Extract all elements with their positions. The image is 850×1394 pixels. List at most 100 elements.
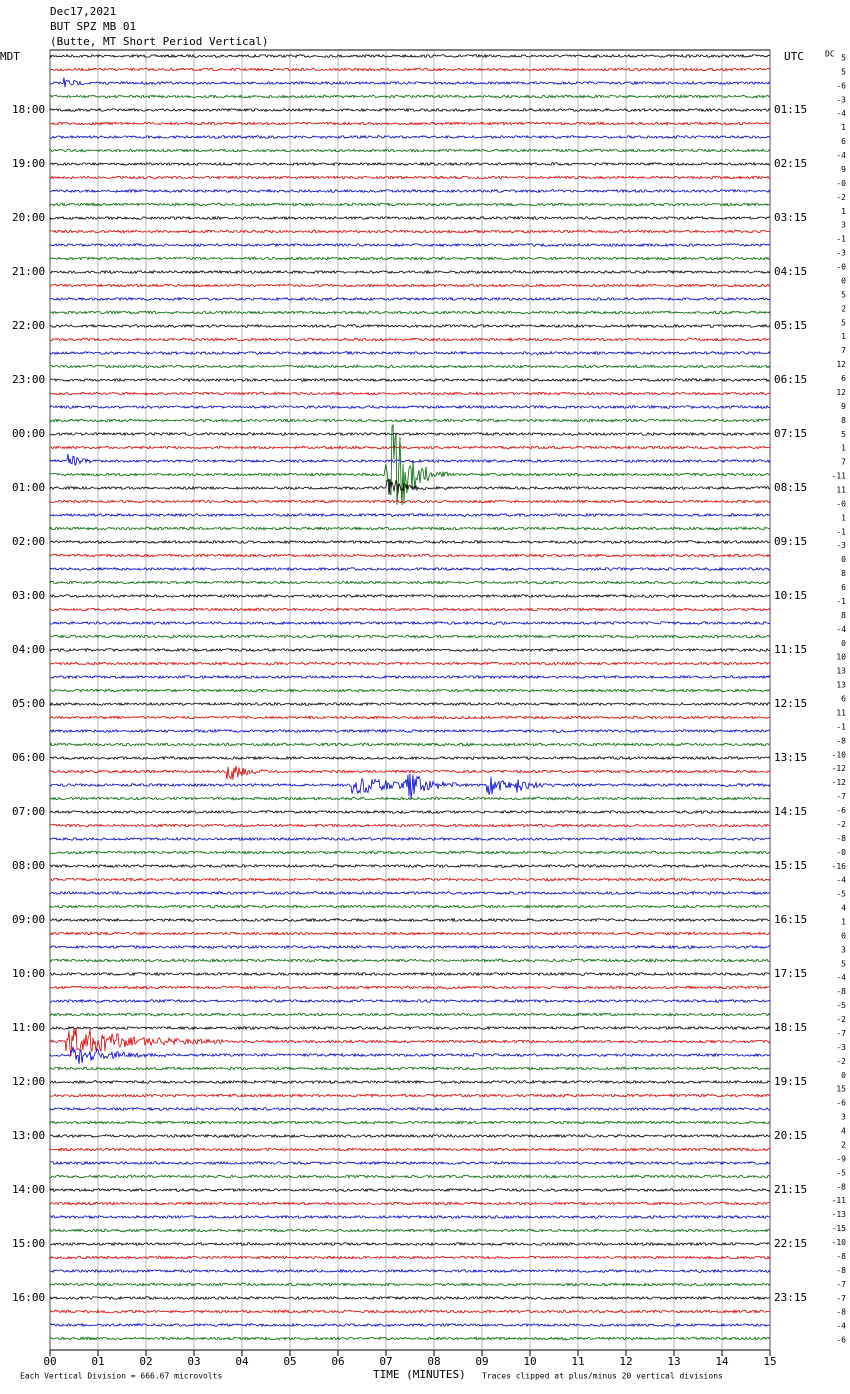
left-title: MDT — [0, 50, 20, 63]
x-tick-label: 00 — [43, 1355, 56, 1368]
utc-label: 19:15 — [774, 1075, 807, 1088]
dc-value: -6 — [836, 1336, 846, 1345]
dc-value: -5 — [836, 890, 846, 899]
trace — [49, 269, 771, 275]
trace — [49, 580, 771, 585]
trace — [49, 701, 771, 707]
trace — [49, 296, 771, 302]
dc-value: 5 — [841, 318, 846, 327]
dc-value: -6 — [836, 806, 846, 815]
utc-label: 08:15 — [774, 481, 807, 494]
trace — [49, 1282, 771, 1287]
x-tick-label: 05 — [283, 1355, 296, 1368]
utc-label: 11:15 — [774, 643, 807, 656]
dc-value: -0 — [836, 848, 846, 857]
trace — [49, 478, 771, 495]
dc-value: -4 — [836, 109, 846, 118]
trace — [49, 242, 771, 248]
utc-label: 16:15 — [774, 913, 807, 926]
right-title: UTC — [784, 50, 804, 63]
x-tick-label: 01 — [91, 1355, 104, 1368]
dc-value: -5 — [836, 1001, 846, 1010]
mdt-label: 01:00 — [12, 481, 45, 494]
trace — [49, 1309, 771, 1314]
mdt-label: 03:00 — [12, 589, 45, 602]
trace — [50, 796, 771, 801]
dc-value: 8 — [841, 611, 846, 620]
dc-value: -4 — [836, 625, 846, 634]
trace — [49, 863, 771, 869]
dc-value: 1 — [841, 444, 846, 453]
dc-value: 13 — [836, 681, 846, 690]
utc-label: 09:15 — [774, 535, 807, 548]
dc-value: -13 — [832, 1210, 847, 1219]
trace — [49, 53, 771, 59]
mdt-label: 06:00 — [12, 751, 45, 764]
x-tick-label: 09 — [475, 1355, 488, 1368]
dc-value: -8 — [836, 834, 846, 843]
x-tick-label: 15 — [763, 1355, 776, 1368]
dc-value: 3 — [841, 221, 846, 230]
utc-label: 13:15 — [774, 751, 807, 764]
trace — [49, 765, 771, 781]
mdt-label: 05:00 — [12, 697, 45, 710]
trace — [49, 121, 771, 126]
trace — [49, 418, 771, 423]
trace — [50, 188, 771, 194]
dc-value: -6 — [836, 1099, 846, 1108]
x-tick-label: 10 — [523, 1355, 536, 1368]
trace — [49, 377, 771, 383]
scale-note: Each Vertical Division = 666.67 microvol… — [20, 1372, 222, 1381]
mdt-label: 12:00 — [12, 1075, 45, 1088]
trace — [49, 453, 771, 466]
trace — [49, 566, 771, 572]
trace — [49, 134, 771, 140]
trace — [49, 1187, 771, 1193]
x-tick-label: 07 — [379, 1355, 392, 1368]
utc-label: 15:15 — [774, 859, 807, 872]
trace — [49, 958, 770, 963]
trace — [49, 283, 771, 288]
mdt-label: 23:00 — [12, 373, 45, 386]
station: BUT SPZ MB 01 — [50, 20, 136, 33]
dc-value: 4 — [841, 904, 846, 913]
dc-value: -7 — [836, 1280, 846, 1289]
trace — [49, 148, 771, 153]
dc-value: -8 — [836, 1266, 846, 1275]
dc-value: 11 — [836, 708, 846, 717]
x-tick-label: 12 — [619, 1355, 632, 1368]
trace — [49, 350, 771, 356]
trace — [49, 809, 771, 815]
trace — [49, 1066, 771, 1071]
trace — [49, 539, 770, 545]
dc-value: -8 — [836, 1182, 846, 1191]
trace — [49, 661, 771, 666]
trace — [49, 423, 771, 506]
x-tick-label: 03 — [187, 1355, 200, 1368]
mdt-label: 02:00 — [12, 535, 45, 548]
x-tick-label: 14 — [715, 1355, 729, 1368]
dc-value: -4 — [836, 1322, 846, 1331]
utc-label: 20:15 — [774, 1129, 807, 1142]
dc-value: -11 — [832, 472, 847, 481]
dc-value: 7 — [841, 458, 846, 467]
dc-value: 0 — [841, 555, 846, 564]
dc-value: 12 — [836, 360, 846, 369]
trace — [49, 391, 771, 396]
mdt-label: 10:00 — [12, 967, 45, 980]
x-tick-label: 02 — [139, 1355, 152, 1368]
dc-value: -3 — [836, 541, 846, 550]
dc-value: 4 — [841, 1127, 846, 1136]
trace — [49, 1120, 771, 1125]
trace — [49, 944, 771, 950]
dc-value: -12 — [832, 778, 847, 787]
dc-value: 1 — [841, 513, 846, 522]
trace — [49, 256, 771, 261]
date: Dec17,2021 — [50, 5, 116, 18]
trace — [49, 1079, 771, 1085]
utc-label: 04:15 — [774, 265, 807, 278]
dc-value: 3 — [841, 1113, 846, 1122]
trace — [49, 1295, 771, 1301]
